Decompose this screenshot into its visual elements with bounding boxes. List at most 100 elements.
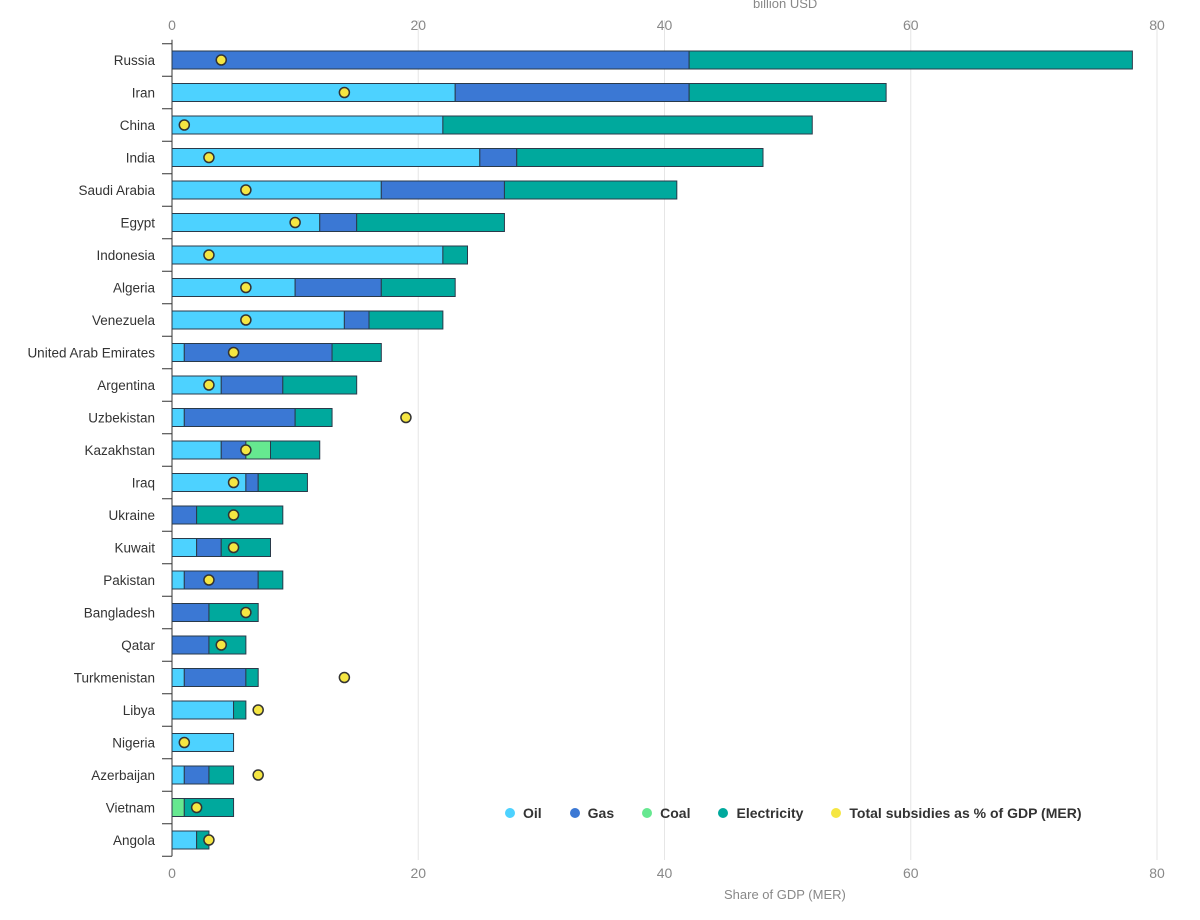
category-label: Russia	[114, 53, 156, 68]
legend-item[interactable]: Oil	[505, 805, 542, 821]
legend-label: Oil	[523, 805, 542, 821]
bar-gas	[183, 765, 210, 785]
category-label: Vietnam	[106, 801, 155, 816]
bar-gas	[196, 538, 222, 557]
bar-electricity	[503, 180, 678, 200]
bar-electricity	[257, 570, 284, 590]
legend-item[interactable]: Coal	[642, 805, 690, 821]
top-tick-label: 40	[657, 17, 673, 33]
bar-oil	[171, 408, 185, 427]
legend-item[interactable]: Electricity	[718, 805, 803, 821]
legend-swatch	[505, 808, 515, 818]
bar-gas	[183, 668, 247, 687]
subsidy-gdp-marker	[240, 281, 252, 294]
subsidy-gdp-marker	[203, 151, 215, 164]
bar-electricity	[245, 668, 259, 687]
bar-gas	[220, 375, 284, 395]
bar-gas	[171, 50, 690, 70]
bar-electricity	[233, 700, 247, 720]
legend-swatch	[831, 808, 842, 818]
top-tick-label: 0	[168, 17, 176, 33]
legend-swatch	[642, 808, 653, 818]
legend-item[interactable]: Total subsidies as % of GDP (MER)	[831, 805, 1082, 821]
category-label: Azerbaijan	[91, 768, 155, 783]
bar-electricity	[208, 635, 247, 655]
category-label: Pakistan	[103, 573, 155, 588]
bottom-tick-label: 40	[657, 865, 673, 881]
bar-electricity	[257, 473, 308, 492]
category-label: Kuwait	[114, 541, 155, 556]
subsidy-gdp-marker	[178, 736, 191, 749]
bar-electricity	[380, 278, 456, 297]
bar-electricity	[196, 505, 284, 525]
subsidy-gdp-marker	[190, 801, 203, 814]
subsidy-gdp-marker	[240, 314, 252, 326]
bar-electricity	[270, 440, 321, 460]
bar-coal	[171, 798, 185, 817]
subsidy-gdp-marker	[227, 346, 240, 359]
subsidy-gdp-marker	[203, 834, 215, 846]
subsidy-gdp-marker	[252, 769, 264, 781]
bar-gas	[171, 505, 198, 525]
category-label: Egypt	[120, 216, 155, 231]
bar-electricity	[516, 148, 764, 167]
category-label: Iran	[132, 86, 155, 101]
top-tick-label: 20	[410, 17, 426, 33]
bar-oil	[171, 440, 222, 460]
category-label: United Arab Emirates	[27, 346, 155, 361]
bar-gas	[183, 570, 259, 590]
bar-oil	[171, 83, 456, 102]
legend-label: Total subsidies as % of GDP (MER)	[849, 805, 1082, 821]
bar-oil	[171, 668, 185, 687]
category-label: Venezuela	[92, 313, 156, 328]
subsidy-gdp-marker	[227, 541, 240, 554]
category-label: Kazakhstan	[84, 443, 155, 458]
bar-gas	[183, 343, 333, 362]
subsidy-gdp-marker	[227, 509, 240, 521]
category-label: Uzbekistan	[88, 411, 155, 426]
bar-gas	[171, 635, 210, 655]
bar-gas	[183, 408, 296, 427]
bar-electricity	[688, 83, 887, 102]
category-label: Algeria	[113, 281, 156, 296]
bar-electricity	[368, 310, 444, 330]
subsidy-gdp-marker	[203, 249, 215, 261]
bar-oil	[171, 765, 185, 785]
bar-gas	[319, 213, 358, 232]
top-tick-label: 60	[903, 17, 919, 33]
bar-gas	[245, 473, 259, 492]
legend-swatch	[718, 808, 729, 818]
subsidy-gdp-marker	[215, 54, 227, 66]
bar-electricity	[442, 245, 468, 265]
subsidy-gdp-marker	[178, 119, 191, 131]
legend-item[interactable]: Gas	[569, 805, 614, 821]
legend-label: Coal	[660, 805, 691, 821]
bar-gas	[454, 83, 690, 102]
bottom-tick-label: 80	[1149, 865, 1165, 881]
top-tick-label: 80	[1149, 17, 1165, 33]
category-label: China	[120, 118, 156, 133]
bar-oil	[171, 180, 382, 200]
bar-oil	[171, 538, 198, 557]
category-label: Saudi Arabia	[78, 183, 155, 198]
legend: Oil Gas Coal Electricity Total subsidies as …	[505, 805, 1082, 821]
top-axis-label: billion USD	[753, 0, 818, 11]
category-label: Argentina	[97, 378, 155, 393]
bar-oil	[171, 830, 198, 850]
legend-swatch	[569, 808, 580, 818]
category-label: Iraq	[132, 476, 155, 491]
category-label: Indonesia	[96, 248, 155, 263]
bar-oil	[171, 278, 296, 297]
subsidy-gdp-marker	[289, 216, 301, 229]
subsidy-gdp-marker	[227, 476, 240, 489]
bar-electricity	[282, 375, 358, 395]
category-label: Nigeria	[112, 736, 155, 751]
subsidy-gdp-marker	[240, 444, 252, 456]
bar-electricity	[442, 115, 813, 135]
category-label: Angola	[113, 833, 156, 848]
bar-oil	[171, 343, 185, 362]
subsidy-gdp-marker	[215, 639, 227, 651]
bar-oil	[171, 115, 444, 135]
subsidy-gdp-marker	[203, 379, 215, 391]
